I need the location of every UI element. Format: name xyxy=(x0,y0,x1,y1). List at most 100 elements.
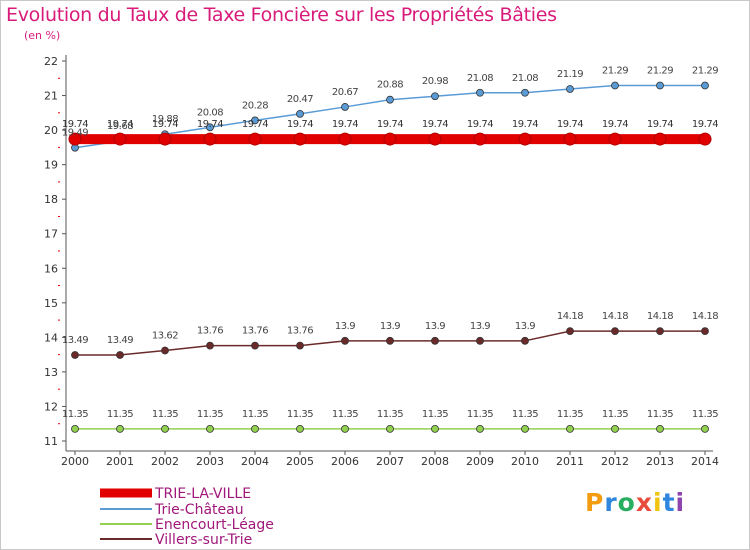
data-point xyxy=(611,327,619,336)
data-point xyxy=(611,81,619,90)
data-point xyxy=(701,81,709,90)
data-label: 21.08 xyxy=(467,73,493,84)
x-tick-label: 2008 xyxy=(421,455,449,468)
data-label: 13.76 xyxy=(242,326,268,337)
data-point xyxy=(656,81,664,90)
proxiti-logo: Proxiti xyxy=(585,488,685,517)
data-label: 20.47 xyxy=(287,94,313,105)
data-label: 19.74 xyxy=(467,119,493,130)
data-point xyxy=(386,95,394,104)
data-point xyxy=(476,336,484,345)
data-label: 13.9 xyxy=(515,321,535,332)
data-label: 13.9 xyxy=(335,321,355,332)
data-point xyxy=(251,116,259,125)
x-tick-label: 2007 xyxy=(376,455,404,468)
data-label: 20.98 xyxy=(422,76,448,87)
x-tick-label: 2006 xyxy=(331,455,359,468)
logo-letter: x xyxy=(635,488,653,517)
data-label: 19.74 xyxy=(242,119,268,130)
data-point xyxy=(296,425,304,433)
data-label: 11.35 xyxy=(152,409,178,420)
logo-letter: t xyxy=(662,488,676,517)
x-tick-label: 2003 xyxy=(196,455,224,468)
data-label: 11.35 xyxy=(377,409,403,420)
data-point xyxy=(431,336,439,345)
data-label: 11.35 xyxy=(197,409,223,420)
y-tick-label: 19 xyxy=(44,159,58,172)
y-tick-label: 18 xyxy=(44,193,58,206)
data-label: 19.74 xyxy=(107,119,133,130)
y-tick-label: 21 xyxy=(44,90,58,103)
x-tick-label: 2011 xyxy=(556,455,584,468)
data-label: 19.74 xyxy=(62,119,88,130)
data-label: 19.49 xyxy=(62,128,88,139)
logo-letter: i xyxy=(653,488,663,517)
x-tick-label: 2010 xyxy=(511,455,539,468)
data-label: 21.29 xyxy=(692,66,718,77)
data-label: 13.9 xyxy=(380,321,400,332)
y-tick-label: 20 xyxy=(44,124,58,137)
data-label: 13.9 xyxy=(425,321,445,332)
data-label: 19.74 xyxy=(287,119,313,130)
data-point xyxy=(68,132,82,146)
data-point xyxy=(71,425,79,433)
data-label: 19.88 xyxy=(152,114,178,125)
x-tick-label: 2001 xyxy=(106,455,134,468)
data-label: 21.19 xyxy=(557,69,583,80)
data-label: 19.74 xyxy=(512,119,538,130)
chart-title: Evolution du Taux de Taxe Foncière sur l… xyxy=(6,4,557,26)
data-point xyxy=(656,425,664,433)
data-label: 19.74 xyxy=(197,119,223,130)
data-point xyxy=(566,425,574,433)
data-label: 19.74 xyxy=(332,119,358,130)
data-point xyxy=(701,327,709,336)
y-tick-label: 16 xyxy=(44,262,58,275)
data-point xyxy=(386,336,394,345)
data-label: 11.35 xyxy=(647,409,673,420)
data-label: 11.35 xyxy=(512,409,538,420)
data-label: 14.18 xyxy=(557,311,583,322)
data-point xyxy=(566,327,574,336)
logo-letter: r xyxy=(604,488,618,517)
data-label: 11.35 xyxy=(62,409,88,420)
data-label: 14.18 xyxy=(692,311,718,322)
data-point xyxy=(476,88,484,97)
data-point xyxy=(113,132,127,146)
data-point xyxy=(608,132,622,146)
data-point xyxy=(161,425,169,433)
y-tick-label: 12 xyxy=(44,400,58,413)
data-point xyxy=(473,132,487,146)
data-point xyxy=(341,425,349,433)
x-tick-label: 2002 xyxy=(151,455,179,468)
data-point xyxy=(521,88,529,97)
data-point xyxy=(251,341,259,350)
data-label: 11.35 xyxy=(287,409,313,420)
data-point xyxy=(566,85,574,93)
x-tick-label: 2012 xyxy=(601,455,629,468)
data-label: 13.49 xyxy=(62,335,88,346)
data-label: 19.74 xyxy=(602,119,628,130)
series-points xyxy=(68,81,712,433)
data-label: 11.35 xyxy=(692,409,718,420)
x-tick-label: 2000 xyxy=(61,455,89,468)
data-label: 14.18 xyxy=(647,311,673,322)
data-point xyxy=(206,425,214,433)
data-point xyxy=(518,132,532,146)
data-point xyxy=(698,132,712,146)
data-label: 20.08 xyxy=(197,107,223,118)
legend-label: Trie-Château xyxy=(154,502,244,518)
data-point xyxy=(161,346,169,355)
data-point xyxy=(206,123,214,132)
data-point xyxy=(611,425,619,433)
legend-label: TRIE-LA-VILLE xyxy=(154,486,251,502)
data-label: 11.35 xyxy=(467,409,493,420)
data-point xyxy=(656,327,664,336)
data-point xyxy=(521,425,529,433)
data-point xyxy=(341,103,349,111)
y-tick-label: 11 xyxy=(44,435,58,448)
data-point xyxy=(431,425,439,433)
data-label: 13.49 xyxy=(107,335,133,346)
y-tick-label: 14 xyxy=(44,331,58,344)
